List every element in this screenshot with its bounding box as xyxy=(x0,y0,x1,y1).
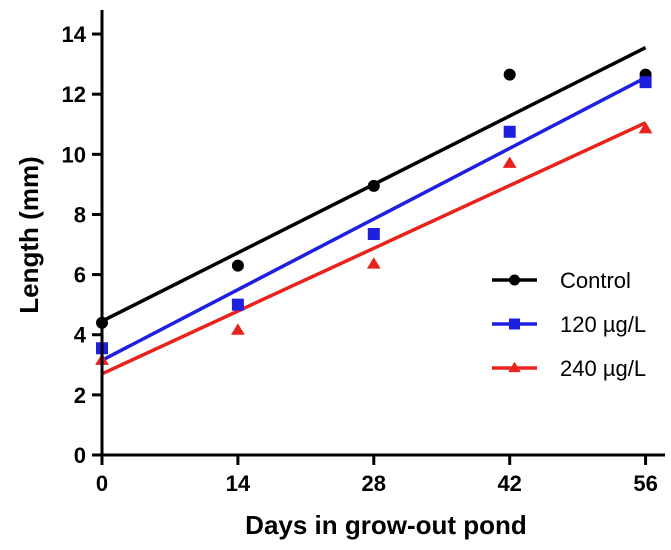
ticks-layer: 0 2 4 6 8 10 12 14 0 14 28 42 56 xyxy=(62,22,658,496)
y-tick-label: 14 xyxy=(62,22,87,47)
data-point xyxy=(366,257,381,269)
x-tick-label: 0 xyxy=(96,471,108,496)
legend-label: 240 µg/L xyxy=(560,356,646,381)
x-axis-title: Days in grow-out pond xyxy=(245,510,527,540)
y-axis-title: Length (mm) xyxy=(14,156,44,313)
data-point xyxy=(502,156,517,168)
y-tick-label: 2 xyxy=(74,383,86,408)
data-point xyxy=(231,259,244,272)
data-point xyxy=(638,121,653,134)
y-tick-label: 0 xyxy=(74,443,86,468)
y-tick-label: 10 xyxy=(62,142,86,167)
fit-line xyxy=(101,76,647,362)
legend: Control 120 µg/L 240 µg/L xyxy=(492,268,646,381)
fit-line xyxy=(101,121,647,376)
data-point xyxy=(639,76,652,89)
x-tick-label: 56 xyxy=(633,471,657,496)
data-point xyxy=(503,68,516,81)
y-tick-label: 8 xyxy=(74,202,86,227)
y-tick-label: 6 xyxy=(74,263,86,288)
legend-marker xyxy=(508,361,521,373)
data-point xyxy=(367,179,380,192)
data-point xyxy=(367,228,380,241)
y-tick-label: 4 xyxy=(74,323,87,348)
x-tick-label: 14 xyxy=(226,471,251,496)
data-point xyxy=(231,298,244,311)
legend-label: 120 µg/L xyxy=(560,312,646,337)
legend-marker xyxy=(509,274,520,286)
data-point xyxy=(230,323,245,335)
y-tick-label: 12 xyxy=(62,82,86,107)
legend-marker xyxy=(509,318,520,330)
x-tick-label: 28 xyxy=(362,471,386,496)
axes-layer xyxy=(100,10,665,457)
legend-label: Control xyxy=(560,268,631,293)
data-point xyxy=(503,125,516,138)
x-tick-label: 42 xyxy=(497,471,521,496)
